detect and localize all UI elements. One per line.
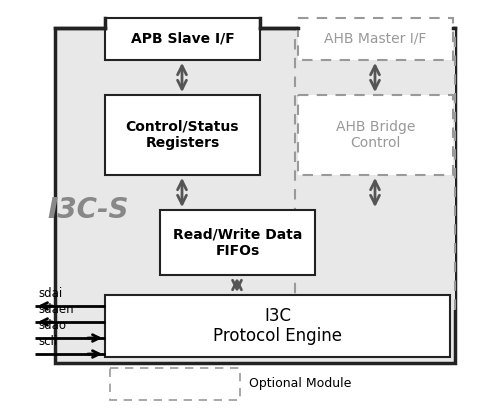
Text: sdai: sdai <box>38 287 62 300</box>
Text: Read/Write Data
FIFOs: Read/Write Data FIFOs <box>173 227 302 257</box>
Bar <box>105 295 450 357</box>
Bar <box>105 18 260 60</box>
Text: sdao: sdao <box>38 319 66 332</box>
Bar <box>160 210 315 275</box>
Bar <box>55 28 455 363</box>
Bar <box>298 95 453 175</box>
Bar <box>298 18 453 60</box>
Text: AHB Master I/F: AHB Master I/F <box>324 32 427 46</box>
Text: APB Slave I/F: APB Slave I/F <box>131 32 234 46</box>
Bar <box>295 28 455 310</box>
Text: sdaen: sdaen <box>38 303 74 316</box>
Text: Optional Module: Optional Module <box>249 377 351 390</box>
Text: I3C
Protocol Engine: I3C Protocol Engine <box>213 306 342 346</box>
Text: AHB Bridge
Control: AHB Bridge Control <box>336 120 415 150</box>
Text: scli: scli <box>38 335 57 348</box>
Bar <box>105 95 260 175</box>
Text: I3C-S: I3C-S <box>47 196 129 224</box>
Text: Control/Status
Registers: Control/Status Registers <box>126 120 239 150</box>
Bar <box>110 368 240 400</box>
